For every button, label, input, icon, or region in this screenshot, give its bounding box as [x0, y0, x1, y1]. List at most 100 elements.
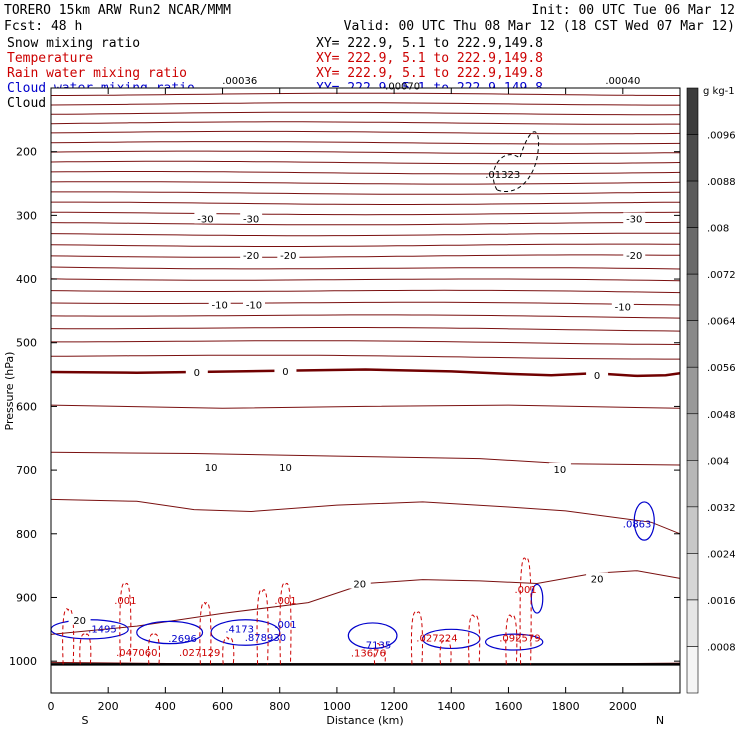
colorbar-tick-label: .008: [707, 224, 729, 235]
colorbar-tick-label: .0024: [707, 549, 736, 560]
plot-frame: [50, 87, 681, 694]
x-tick-label: 1800: [552, 700, 580, 713]
temperature-contours: [50, 92, 681, 666]
extremum-label: .1495: [88, 625, 117, 636]
colorbar-segment: [686, 320, 699, 368]
y-tick-label: 200: [16, 146, 37, 159]
y-tick-label: 300: [16, 209, 37, 222]
valid-time: Valid: 00 UTC Thu 08 Mar 12 (18 CST Wed …: [344, 19, 735, 34]
y-tick-label: 800: [16, 528, 37, 541]
cloud-water-contour: [633, 501, 655, 541]
isotherm: [50, 301, 681, 306]
isotherm: [50, 254, 681, 258]
isotherm-label: -10: [212, 301, 228, 312]
colorbar-tick-label: .0072: [707, 270, 736, 281]
cloud-water-contour: [347, 622, 398, 650]
isotherm-label: 20: [73, 616, 86, 627]
extremum-label: .0863: [623, 519, 652, 530]
colorbar-segment: [686, 413, 699, 461]
rain-water-contour: [410, 611, 423, 665]
zero-degree-isotherm: [50, 368, 681, 378]
isotherm-label-bg: [68, 613, 91, 625]
isotherm-label-bg: [240, 212, 263, 224]
isotherm-label: 20: [353, 579, 366, 590]
colorbar-tick-label: .0088: [707, 177, 736, 188]
isotherm: [50, 232, 680, 237]
isotherm: [50, 266, 681, 270]
plot-area: -30 -30 -30 -20 -20 -20 -10 -10 -10 0 0 0 10 10 10 20 20…: [50, 76, 681, 694]
field-xy: XY= 222.9, 5.1 to 222.9,149.8: [316, 66, 543, 81]
rain-water-contour: [199, 602, 212, 665]
colorbar-tick-label: .0096: [707, 131, 736, 142]
cloud-water-contour: [484, 633, 544, 651]
isotherm: [50, 354, 680, 360]
isotherm-label: 10: [554, 465, 567, 476]
rain-water-contour: [468, 614, 481, 665]
isotherm-labels: -30 -30 -30 -20 -20 -20 -10 -10 -10 0 0 0 10 10 10 20 20…: [68, 212, 646, 627]
isotherm: [50, 130, 681, 135]
extremum-label: .027224: [416, 633, 457, 644]
extremum-label: .878930: [245, 633, 286, 644]
isotherm: [50, 141, 681, 145]
axes: 0 200 400 600 800 1000 1200 1400 1600 1800 2000200…: [9, 88, 680, 713]
isotherm-label: -20: [626, 251, 642, 262]
isotherm: [50, 314, 681, 319]
model-title: TORERO 15km ARW Run2 NCAR/MMM: [4, 3, 231, 18]
isotherm-label-bg: [348, 577, 371, 589]
cloud-water-contour: [530, 583, 544, 614]
colorbar-segment: [686, 646, 699, 694]
x-axis-label: Distance (km): [326, 714, 403, 727]
isotherm: [50, 570, 681, 635]
colorbar: .0096 .0088 .008 .0072 .0064 .0056 .0048 .004 .0…: [686, 86, 736, 694]
rain-water-contour: [222, 636, 235, 665]
x-tick-label: 600: [212, 700, 233, 713]
colorbar-segment: [686, 87, 699, 135]
isotherm-label: 10: [279, 463, 292, 474]
colorbar-segment: [686, 553, 699, 601]
y-tick-label: 1000: [9, 655, 37, 668]
isotherm: [50, 327, 681, 332]
colorbar-tick-label: .0056: [707, 363, 736, 374]
x-tick-label: 200: [98, 700, 119, 713]
colorbar-tick-label: .0048: [707, 410, 736, 421]
rain-water-contour: [79, 633, 92, 665]
x-tick-label: 1600: [494, 700, 522, 713]
extremum-label: .001: [274, 620, 296, 631]
colorbar-segment: [686, 460, 699, 508]
colorbar-segment: [686, 180, 699, 228]
rain-water-contour: [147, 633, 160, 665]
isotherm-label: -30: [626, 215, 642, 226]
isotherm-label-bg: [277, 248, 300, 260]
isotherm-label-bg: [586, 369, 609, 381]
colorbar-tick-label: .0016: [707, 596, 736, 607]
extremum-label: .4173: [225, 625, 254, 636]
isotherm-label-bg: [548, 462, 571, 474]
extremum-label: .01323: [485, 170, 520, 181]
y-tick-label: 600: [16, 400, 37, 413]
isotherm: [51, 201, 681, 205]
isotherm-label: 0: [282, 367, 288, 378]
colorbar-tick-label: .004: [707, 456, 729, 467]
colorbar-unit: g kg-1: [703, 86, 735, 97]
plot-background: [51, 88, 680, 693]
cloud-water-contour: [136, 620, 204, 645]
x-tick-label: 800: [269, 700, 290, 713]
extremum-label: .00036: [222, 76, 257, 87]
isotherm-label-bg: [623, 212, 646, 224]
isotherm-label: -20: [243, 251, 259, 262]
south-label: S: [82, 714, 89, 727]
rain-water-contour: [505, 614, 518, 665]
north-label: N: [656, 714, 664, 727]
isotherm: [50, 451, 681, 466]
x-tick-label: 1200: [380, 700, 408, 713]
extremum-label: .001: [114, 596, 136, 607]
forecast-hour: Fcst: 48 h: [4, 19, 82, 34]
extremum-label: .092579: [499, 633, 540, 644]
isotherm: [50, 289, 681, 294]
y-tick-label: 700: [16, 464, 37, 477]
cloud-ice-contour: [492, 131, 540, 192]
isotherm-label: 0: [594, 371, 600, 382]
rain-water-contour: [373, 643, 386, 665]
rain-water-contours: [62, 557, 532, 665]
colorbar-segment: [686, 366, 699, 415]
